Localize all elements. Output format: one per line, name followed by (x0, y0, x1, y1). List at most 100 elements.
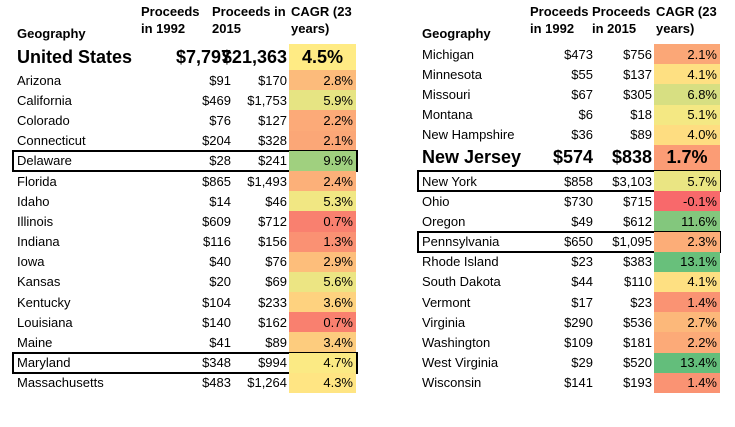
proceeds-1992-cell: $348 (202, 355, 231, 371)
table-row: Colorado $76 $127 2.2% (13, 110, 357, 131)
geography-cell: Ohio (422, 193, 450, 209)
cagr-cell: 2.9% (289, 251, 356, 272)
cagr-cell: 3.6% (289, 292, 356, 313)
proceeds-2015-cell: $137 (623, 66, 652, 82)
cagr-cell: 4.3% (289, 372, 356, 393)
proceeds-2015-cell: $536 (623, 314, 652, 330)
proceeds-2015-cell: $162 (258, 314, 287, 330)
geography-cell: New Hampshire (422, 127, 515, 143)
proceeds-2015-cell: $127 (258, 112, 287, 128)
cagr-cell: 4.1% (654, 271, 720, 293)
geography-cell: Iowa (17, 254, 45, 270)
proceeds-1992-cell: $76 (209, 112, 231, 128)
right-table-body: Michigan $473 $756 2.1% Minnesota $55 $137 4.1%… (417, 44, 721, 393)
proceeds-1992-cell: $6 (578, 107, 593, 123)
proceeds-2015-cell: $328 (258, 133, 287, 149)
cagr-cell: 3.4% (289, 332, 356, 353)
table-row: Michigan $473 $756 2.1% (418, 44, 720, 65)
geography-cell: Maryland (17, 355, 71, 371)
cagr-cell: 1.4% (654, 372, 720, 393)
table-row: South Dakota $44 $110 4.1% (418, 271, 720, 293)
geography-cell: Wisconsin (422, 375, 482, 391)
cagr-cell: 1.3% (289, 231, 356, 252)
cagr-cell: 11.6% (654, 211, 720, 232)
geography-cell: Kentucky (17, 294, 71, 310)
table-row: United States $7,797 $21,363 4.5% (13, 44, 357, 70)
geography-cell: Illinois (17, 213, 54, 229)
proceeds-1992-cell: $91 (209, 72, 231, 88)
proceeds-2015-cell: $69 (265, 274, 287, 290)
cagr-cell: 1.7% (654, 144, 720, 171)
table-row: Massachusetts $483 $1,264 4.3% (13, 372, 357, 393)
proceeds-1992-cell: $104 (202, 294, 231, 310)
geography-cell: Florida (17, 173, 57, 189)
table-row: Maryland $348 $994 4.7% (12, 351, 358, 374)
proceeds-2015-cell: $76 (265, 254, 287, 270)
table-row: New Jersey $574 $838 1.7% (418, 144, 720, 171)
proceeds-2015-cell: $89 (630, 127, 652, 143)
proceeds-2015-cell: $612 (623, 213, 652, 229)
geography-header: Geography (422, 26, 491, 41)
cagr-cell: 1.4% (654, 292, 720, 313)
table-row: Minnesota $55 $137 4.1% (418, 64, 720, 85)
table-row: Kansas $20 $69 5.6% (13, 271, 357, 293)
cagr-cell: 2.7% (654, 312, 720, 333)
table-row: Pennsylvania $650 $1,095 2.3% (417, 230, 721, 253)
cagr-cell: 2.2% (654, 332, 720, 353)
proceeds-1992-cell: $141 (564, 375, 593, 391)
table-row: California $469 $1,753 5.9% (13, 90, 357, 111)
geography-cell: Montana (422, 107, 473, 123)
left-header: Geography Proceeds in 1992 Proceeds in 2… (13, 0, 357, 44)
right-table: Geography Proceeds in 1992 Proceeds in 2… (417, 0, 721, 393)
proceeds-1992-cell: $109 (564, 335, 593, 351)
proceeds-2015-cell: $1,264 (247, 375, 287, 391)
proceeds-1992-cell: $650 (564, 234, 593, 250)
cagr-cell: 2.4% (289, 170, 356, 192)
proceeds-1992-cell: $29 (571, 355, 593, 371)
cagr-cell: 4.1% (654, 64, 720, 85)
geography-cell: California (17, 92, 72, 108)
proceeds-1992-cell: $204 (202, 133, 231, 149)
geography-cell: Maine (17, 335, 53, 351)
geography-cell: United States (17, 46, 133, 67)
proceeds-2015-cell: $241 (258, 153, 287, 169)
cagr-cell: 4.5% (289, 44, 356, 70)
cagr-cell: 9.9% (289, 150, 356, 171)
table-row: Ohio $730 $715 -0.1% (418, 191, 720, 212)
table-row: Washington $109 $181 2.2% (418, 332, 720, 353)
proceeds-2015-cell: $1,095 (612, 234, 652, 250)
cagr-cell: -0.1% (654, 191, 720, 212)
proceeds-2015-cell: $110 (624, 274, 652, 290)
proceeds-2015-cell: $18 (630, 107, 652, 123)
geography-cell: Louisiana (17, 314, 73, 330)
table-row: Rhode Island $23 $383 13.1% (418, 251, 720, 272)
proceeds-2015-cell: $715 (623, 193, 652, 209)
geography-header: Geography (17, 26, 86, 41)
table-row: Louisiana $140 $162 0.7% (13, 312, 357, 333)
table-row: Vermont $17 $23 1.4% (418, 292, 720, 313)
geography-cell: Rhode Island (422, 254, 499, 270)
proceeds-1992-cell: $7,797 (175, 46, 231, 67)
proceeds-1992-cell: $20 (209, 274, 231, 290)
table-row: Connecticut $204 $328 2.1% (13, 130, 357, 151)
proceeds-1992-cell: $858 (564, 173, 593, 189)
geography-cell: Colorado (17, 112, 70, 128)
proceeds-1992-cell: $49 (571, 213, 593, 229)
cagr-cell: 13.1% (654, 251, 720, 272)
proceeds-1992-cell: $473 (564, 46, 593, 62)
table-row: Montana $6 $18 5.1% (418, 104, 720, 125)
proceeds-1992-cell: $55 (571, 66, 593, 82)
left-table: Geography Proceeds in 1992 Proceeds in 2… (12, 0, 358, 393)
proceeds-2015-cell: $233 (258, 294, 287, 310)
proceeds-2015-cell: $170 (258, 72, 287, 88)
geography-cell: Missouri (422, 86, 471, 102)
geography-cell: Arizona (17, 72, 62, 88)
cagr-cell: 5.3% (289, 191, 356, 212)
geography-cell: Michigan (422, 46, 475, 62)
table-row: Arizona $91 $170 2.8% (13, 70, 357, 91)
proceeds-2015-cell: $305 (623, 86, 652, 102)
geography-cell: West Virginia (422, 355, 499, 371)
cagr-cell: 13.4% (654, 352, 720, 373)
proceeds-1992-cell: $28 (209, 153, 231, 169)
geography-cell: Washington (422, 335, 491, 351)
